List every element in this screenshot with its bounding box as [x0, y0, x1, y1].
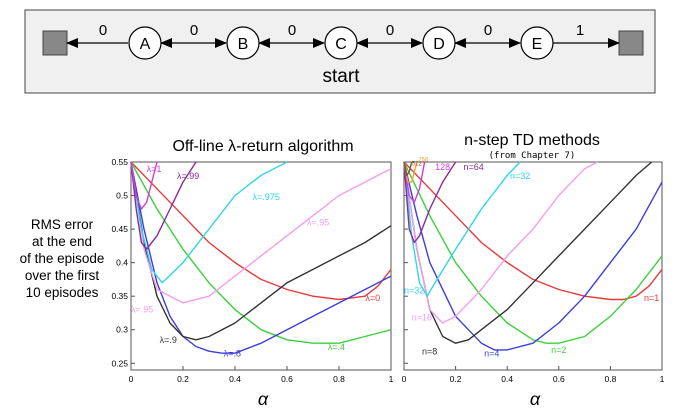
y-axis-caption: RMS error at the end of the episode over…	[20, 217, 105, 300]
reward-label-1: 0	[99, 22, 107, 39]
series-line-n-1	[403, 161, 663, 301]
y-tick-label: 0.4	[116, 258, 128, 268]
state-e: E	[520, 26, 554, 60]
state-a-label: A	[140, 36, 151, 53]
x-tick-label: 0	[129, 374, 134, 384]
x-tick-label: 1	[660, 374, 665, 384]
y-tick-label: 0.55	[111, 157, 128, 167]
series-line-512	[403, 161, 413, 177]
reward-label-4: 0	[386, 22, 394, 39]
series-label: 512	[412, 161, 423, 167]
series-label: λ=.95	[307, 218, 329, 228]
y-caption-line-2: at the end	[32, 234, 92, 249]
x-tick-label: 0.2	[177, 374, 189, 384]
terminal-right	[618, 30, 644, 56]
chart-offline-lambda-return: Off-line λ-return algorithm 0 0.2 0.4 0.6 0.…	[111, 138, 393, 409]
series-label: λ=1	[147, 164, 162, 174]
x-tick-label: 0.6	[553, 374, 565, 384]
state-b: B	[226, 26, 260, 60]
y-tick-label: 0.35	[111, 291, 128, 301]
series-line-n-2	[403, 161, 663, 344]
reward-label-6: 1	[576, 22, 584, 39]
x-axis-label: α	[530, 389, 541, 409]
series-line-128	[403, 161, 426, 204]
series-label: n=16	[412, 312, 432, 322]
x-tick-label: 1	[389, 374, 394, 384]
series-label: n=2	[551, 345, 566, 355]
x-tick-label: 0.4	[501, 374, 513, 384]
chart-n-step-td: n-step TD methods (from Chapter 7) 0 0.2 0…	[402, 132, 665, 409]
terminal-left	[42, 30, 68, 56]
state-c-label: C	[335, 36, 347, 53]
series-label: n=64	[464, 162, 484, 172]
series-line--1	[130, 161, 158, 210]
chart-subtitle: (from Chapter 7)	[489, 151, 576, 161]
state-b-label: B	[238, 36, 249, 53]
series-label: n=1	[644, 293, 659, 303]
series-line--975	[130, 161, 288, 284]
series-label: n=32	[510, 171, 530, 181]
series-label: n=8	[422, 347, 437, 357]
series-label: λ=.4	[328, 342, 345, 352]
y-caption-line-3: of the episode	[20, 251, 105, 266]
y-tick-label: 0.45	[111, 224, 128, 234]
state-d: D	[422, 26, 456, 60]
series-label: λ=0	[365, 293, 380, 303]
x-tick-label: 0.4	[229, 374, 241, 384]
chart-title: n-step TD methods	[464, 132, 600, 149]
series-label: 256	[418, 157, 429, 163]
series-line-n-32	[403, 161, 521, 297]
x-tick-label: 0.6	[281, 374, 293, 384]
x-axis-label: α	[258, 389, 269, 409]
chart-title: Off-line λ-return algorithm	[172, 138, 353, 155]
state-c: C	[324, 26, 358, 60]
y-tick-label: 0.5	[116, 191, 128, 201]
chart-plot-area: 0 0.2 0.4 0.6 0.8 1 0.25 0.3 0.35 0.4 0.45 0.5 0.55 λ…	[111, 157, 393, 384]
reward-label-3: 0	[288, 22, 296, 39]
x-tick-label: 0.8	[333, 374, 345, 384]
random-walk-diagram: A B C D E 0 0 0 0 0 1 start	[24, 9, 656, 94]
series-line--8	[130, 161, 392, 354]
series-label: λ=.8	[224, 349, 241, 359]
series-label: n=32	[404, 286, 424, 296]
y-caption-line-1: RMS error	[31, 217, 94, 232]
reward-label-5: 0	[484, 22, 492, 39]
series-line--0	[130, 161, 392, 301]
y-tick-label: 0.3	[116, 325, 128, 335]
series-label: 128	[435, 162, 450, 172]
series-line-n-4	[403, 161, 663, 351]
plot-frame	[130, 161, 392, 371]
series-line--4	[130, 161, 392, 344]
start-label: start	[323, 66, 361, 87]
x-tick-label: 0.8	[604, 374, 616, 384]
series-line--99	[130, 161, 197, 250]
series-line-n-8	[403, 161, 653, 344]
series-line--9	[130, 161, 392, 341]
plot-frame	[403, 161, 663, 371]
x-tick-label: 0.2	[450, 374, 462, 384]
state-e-label: E	[532, 36, 543, 53]
series-label: λ=.975	[253, 192, 280, 202]
y-tick-label: 0.25	[111, 358, 128, 368]
series-label: n=4	[484, 349, 499, 359]
y-caption-line-5: 10 episodes	[26, 285, 99, 300]
series-label: λ=.99	[177, 171, 199, 181]
y-caption-line-4: over the first	[25, 268, 100, 283]
series-line-n-16	[403, 161, 598, 324]
series-label: λ=.9	[160, 335, 177, 345]
x-tick-label: 0	[402, 374, 407, 384]
series-line-n-64	[403, 161, 457, 244]
state-d-label: D	[433, 36, 445, 53]
reward-label-2: 0	[190, 22, 198, 39]
series-line--95	[130, 161, 392, 304]
state-a: A	[128, 26, 162, 60]
series-label: λ=.95	[131, 304, 153, 314]
